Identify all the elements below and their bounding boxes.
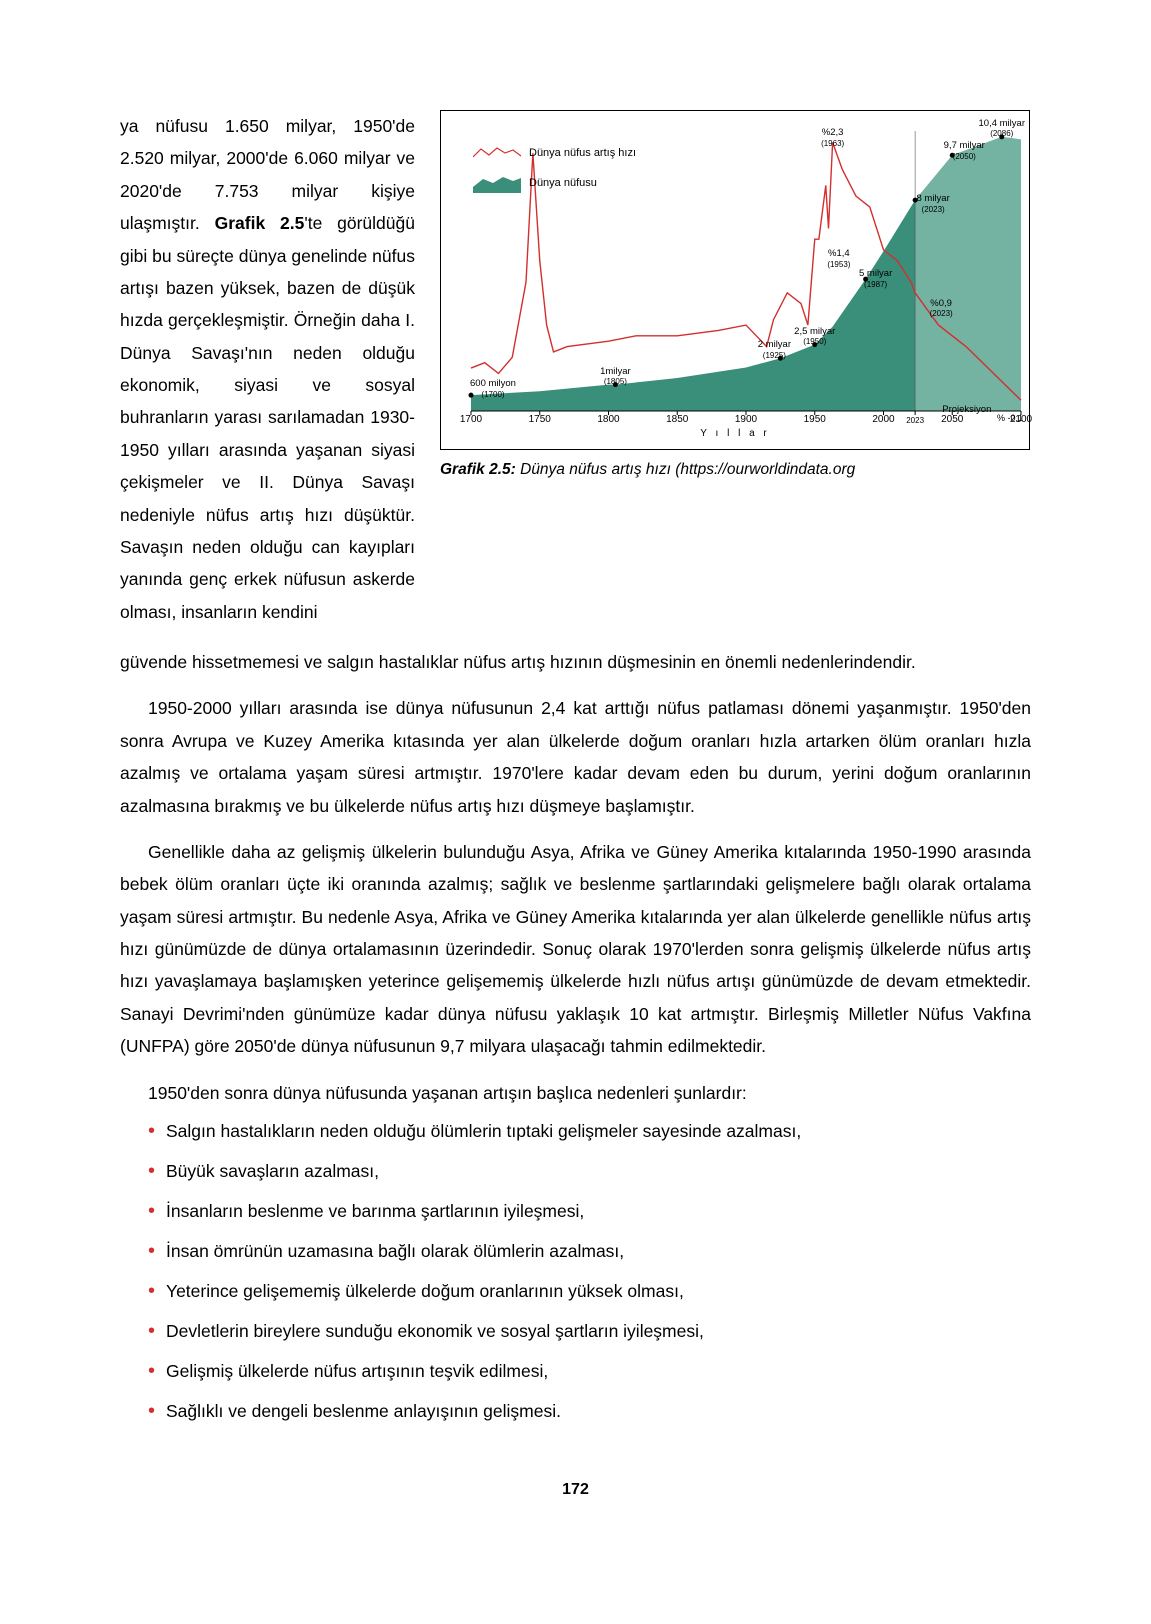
legend-label-2: Dünya nüfusu <box>529 173 597 193</box>
pop-annotation: 10,4 milyar(2086) <box>979 119 1025 140</box>
pop-annotation: 2 milyar(1925) <box>758 340 791 361</box>
paragraph-1: güvende hissetmemesi ve salgın hastalıkl… <box>120 646 1031 678</box>
list-item: İnsan ömrünün uzamasına bağlı olarak ölü… <box>148 1237 1031 1265</box>
list-item: Sağlıklı ve dengeli beslenme anlayışının… <box>148 1397 1031 1425</box>
rate-annotation: %2,3(1963) <box>821 128 844 149</box>
chart-caption: Grafik 2.5: Dünya nüfus artış hızı (http… <box>440 456 1031 485</box>
x-tick-label: 1850 <box>666 411 688 430</box>
bullet-list: Salgın hastalıkların neden olduğu ölümle… <box>120 1117 1031 1425</box>
x-tick-label: 1800 <box>597 411 619 430</box>
pop-annotation: 600 milyon(1700) <box>470 379 516 400</box>
paragraph-2: 1950-2000 yılları arasında ise dünya nüf… <box>120 692 1031 822</box>
rate-annotation: %1,4(1953) <box>827 249 850 270</box>
list-item: Salgın hastalıkların neden olduğu ölümle… <box>148 1117 1031 1145</box>
x-tick-label: 1700 <box>460 411 482 430</box>
x-tick-label: 2023 <box>906 414 924 429</box>
wrap-paragraph: ya nüfusu 1.650 milyar, 1950'de 2.520 mi… <box>120 110 415 628</box>
caption-bold: Grafik 2.5: <box>440 461 516 478</box>
paragraph-3: Genellikle daha az gelişmiş ülkelerin bu… <box>120 836 1031 1063</box>
page-number: 172 <box>120 1475 1031 1505</box>
list-item: Büyük savaşların azalması, <box>148 1157 1031 1185</box>
list-item: Yeterince gelişememiş ülkelerde doğum or… <box>148 1277 1031 1305</box>
legend-area-icon <box>473 175 521 193</box>
list-item: İnsanların beslenme ve barınma şartların… <box>148 1197 1031 1225</box>
x-tick-label: 1900 <box>735 411 757 430</box>
legend-label-1: Dünya nüfus artış hızı <box>529 143 636 163</box>
pop-annotation: 5 milyar(1987) <box>859 269 892 290</box>
x-tick-label: 1750 <box>529 411 551 430</box>
x-tick-label: 2000 <box>872 411 894 430</box>
x-tick-label: 1950 <box>804 411 826 430</box>
projection-label: Projeksiyon <box>942 401 991 419</box>
chart-legend: Dünya nüfus artış hızı Dünya nüfusu <box>473 143 636 204</box>
list-item: Devletlerin bireylere sunduğu ekonomik v… <box>148 1317 1031 1345</box>
legend-line-icon <box>473 147 521 159</box>
rate-end-label: % -0.1 <box>997 410 1023 427</box>
paragraph-4: 1950'den sonra dünya nüfusunda yaşanan a… <box>120 1077 1031 1109</box>
list-item: Gelişmiş ülkelerde nüfus artışının teşvi… <box>148 1357 1031 1385</box>
rate-annotation: %0,9(2023) <box>930 299 953 320</box>
caption-text: Dünya nüfus artış hızı (https://ourworld… <box>516 461 855 478</box>
pop-annotation: 8 milyar(2023) <box>916 194 949 215</box>
population-growth-chart: Dünya nüfus artış hızı Dünya nüfusu Y ı … <box>440 110 1030 450</box>
pop-annotation: 9,7 milyar(2050) <box>944 141 985 162</box>
pop-annotation: 2,5 milyar(1950) <box>794 327 835 348</box>
pop-annotation: 1milyar(1805) <box>600 367 631 388</box>
